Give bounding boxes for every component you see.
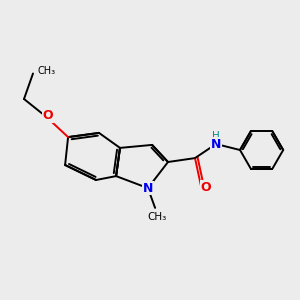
Text: H: H — [212, 130, 220, 141]
Text: CH₃: CH₃ — [38, 65, 56, 76]
Text: N: N — [143, 182, 153, 195]
Text: N: N — [211, 137, 221, 151]
Text: O: O — [200, 181, 211, 194]
Text: O: O — [43, 109, 53, 122]
Text: CH₃: CH₃ — [147, 212, 166, 221]
